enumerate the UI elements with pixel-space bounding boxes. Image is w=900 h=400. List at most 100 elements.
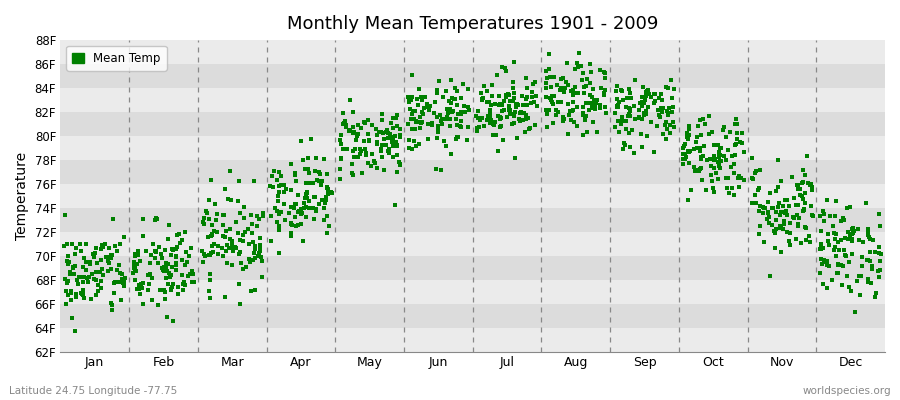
Point — [430, 90, 445, 96]
Point — [828, 244, 842, 250]
Point — [270, 208, 284, 214]
Point — [860, 257, 875, 264]
Point — [513, 110, 527, 116]
Point — [104, 266, 119, 272]
Point — [765, 205, 779, 211]
Point — [623, 106, 637, 112]
Point — [676, 145, 690, 152]
Point — [291, 222, 305, 228]
Point — [483, 102, 498, 108]
Point — [481, 112, 495, 119]
Point — [413, 120, 428, 126]
Point — [802, 232, 816, 239]
Point — [102, 260, 116, 266]
Point — [230, 230, 245, 236]
Point — [707, 155, 722, 162]
Point — [779, 211, 794, 218]
Point — [734, 174, 748, 181]
Point — [778, 197, 792, 203]
Point — [874, 251, 888, 258]
Point — [128, 263, 142, 269]
Point — [244, 288, 258, 295]
Point — [580, 128, 594, 135]
Point — [518, 110, 532, 116]
Point — [618, 142, 633, 148]
Point — [816, 256, 831, 263]
Point — [590, 128, 604, 135]
Point — [851, 226, 866, 232]
Point — [782, 220, 796, 226]
Point — [547, 93, 562, 99]
Point — [89, 269, 104, 276]
Point — [769, 216, 783, 223]
Point — [390, 143, 404, 149]
Point — [835, 282, 850, 288]
Point — [159, 260, 174, 266]
Point — [736, 148, 751, 155]
Point — [544, 83, 558, 90]
Point — [440, 107, 454, 113]
Point — [320, 171, 334, 177]
Point — [833, 236, 848, 243]
Point — [682, 126, 697, 132]
Point — [586, 86, 600, 93]
Point — [579, 83, 593, 89]
Point — [851, 237, 866, 244]
Point — [285, 222, 300, 228]
Point — [624, 95, 638, 102]
Point — [350, 133, 365, 139]
Point — [491, 93, 506, 99]
Point — [682, 149, 697, 155]
Point — [793, 191, 807, 198]
Point — [483, 110, 498, 116]
Point — [202, 277, 217, 284]
Point — [69, 277, 84, 284]
Point — [382, 145, 396, 152]
Point — [112, 262, 126, 268]
Point — [587, 96, 601, 103]
Point — [652, 95, 666, 102]
Point — [502, 92, 517, 98]
Point — [250, 252, 265, 259]
Point — [485, 92, 500, 99]
Point — [634, 100, 649, 106]
Point — [712, 160, 726, 166]
Point — [721, 175, 735, 181]
Point — [698, 121, 712, 127]
Point — [88, 292, 103, 298]
Point — [319, 194, 333, 200]
Point — [441, 109, 455, 116]
Point — [436, 94, 451, 100]
Point — [445, 95, 459, 101]
Point — [501, 90, 516, 97]
Point — [845, 230, 859, 236]
Point — [766, 204, 780, 211]
Point — [353, 150, 367, 157]
Point — [414, 118, 428, 125]
Point — [539, 85, 554, 91]
Point — [338, 120, 352, 126]
Point — [405, 146, 419, 152]
Point — [830, 270, 844, 277]
Point — [492, 102, 507, 109]
Point — [131, 248, 146, 254]
Point — [155, 265, 169, 271]
Point — [573, 63, 588, 69]
Point — [312, 169, 327, 176]
Point — [653, 104, 668, 111]
Point — [647, 149, 662, 156]
Point — [724, 185, 739, 191]
Point — [545, 101, 560, 107]
Point — [333, 166, 347, 172]
Point — [667, 85, 681, 92]
Point — [369, 141, 383, 147]
Point — [391, 142, 405, 148]
Point — [728, 142, 742, 148]
Point — [142, 271, 157, 277]
Point — [272, 211, 286, 218]
Point — [236, 266, 250, 272]
Point — [392, 132, 407, 138]
Point — [804, 181, 818, 187]
Point — [476, 83, 491, 89]
Point — [619, 126, 634, 133]
